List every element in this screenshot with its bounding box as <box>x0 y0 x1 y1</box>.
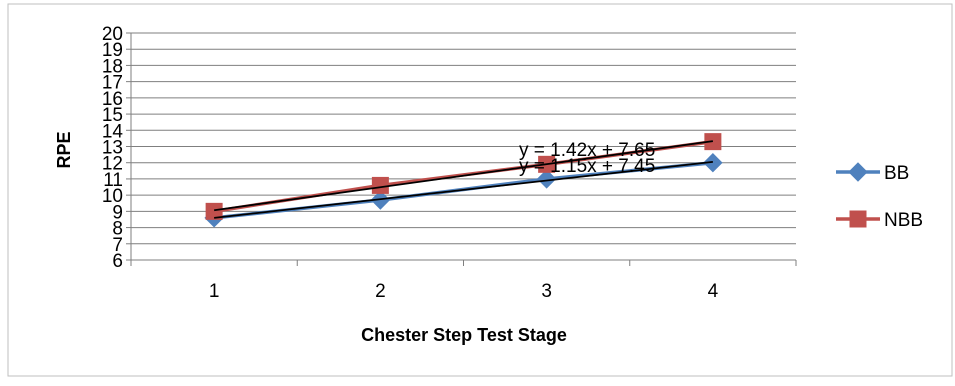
data-point-nbb <box>205 202 223 220</box>
trendlines: y = 1.42x + 7.65y = 1.15x + 7.45 <box>214 140 713 219</box>
legend-marker-bb <box>848 162 868 182</box>
trendline-equation-nbb: y = 1.42x + 7.65 <box>519 140 655 161</box>
y-tick-label: 6 <box>112 251 123 272</box>
y-tick-label: 9 <box>112 202 123 223</box>
chart-border <box>7 3 953 377</box>
legend-marker-nbb <box>849 210 867 228</box>
y-tick-label: 19 <box>102 40 123 61</box>
legend: BB NBB <box>836 162 923 231</box>
legend-label-bb: BB <box>884 163 909 184</box>
y-tick-label: 15 <box>102 105 123 126</box>
y-tick-label: 8 <box>112 219 123 240</box>
data-point-bb <box>536 169 557 189</box>
trendline-bb <box>214 161 713 219</box>
y-tick-label: 16 <box>102 89 123 110</box>
legend-label-nbb: NBB <box>884 210 923 231</box>
x-tick-label: 4 <box>708 281 719 302</box>
x-tick-label: 2 <box>375 281 386 302</box>
y-tick-label: 20 <box>102 24 123 45</box>
x-tick-label: 3 <box>541 281 552 302</box>
y-axis-label: RPE <box>54 131 74 168</box>
y-tick-label: 18 <box>102 56 123 77</box>
x-axis-label: Chester Step Test Stage <box>361 325 567 345</box>
y-tick-label: 17 <box>102 73 123 94</box>
y-tick-label: 7 <box>112 235 123 256</box>
y-tick-label: 14 <box>102 121 124 142</box>
y-tick-label: 12 <box>102 154 123 175</box>
y-tick-label: 10 <box>102 186 123 207</box>
trendline-nbb <box>214 140 713 212</box>
trendline-equation-bb: y = 1.15x + 7.45 <box>519 156 655 177</box>
data-point-nbb <box>371 176 389 194</box>
y-tick-label: 13 <box>102 138 123 159</box>
x-tick-label: 1 <box>209 281 220 302</box>
gridlines <box>131 32 796 245</box>
y-tick-label: 11 <box>103 170 123 191</box>
